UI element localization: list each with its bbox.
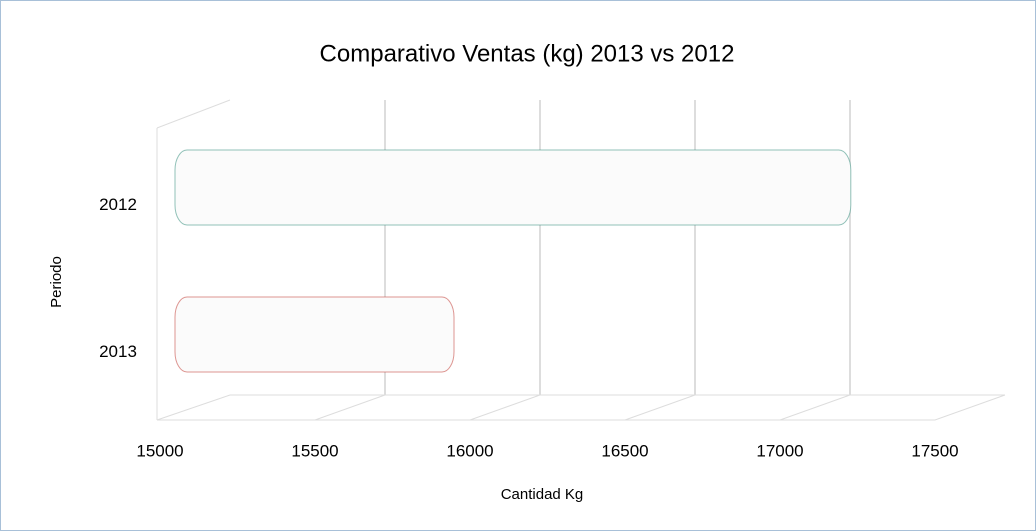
y-tick-label: 2012 <box>99 195 137 214</box>
x-tick-label: 16500 <box>601 441 648 460</box>
y-axis-label: Periodo <box>48 256 65 308</box>
floor-line <box>314 394 386 421</box>
x-tick-label: 15500 <box>291 441 338 460</box>
x-tick-label: 15000 <box>136 441 183 460</box>
floor-line <box>624 394 696 421</box>
x-tick-label: 17000 <box>756 441 803 460</box>
floor-line <box>469 394 541 421</box>
floor-line <box>779 394 851 421</box>
x-tick-label: 16000 <box>446 441 493 460</box>
floor-edge <box>157 394 1006 421</box>
chart-title: Comparativo Ventas (kg) 2013 vs 2012 <box>320 40 735 67</box>
bar <box>174 296 455 373</box>
x-axis-label: Cantidad Kg <box>501 486 584 503</box>
walls <box>156 99 1006 421</box>
floor-edge <box>156 394 1005 421</box>
bar <box>174 149 852 226</box>
x-tick-label: 17500 <box>911 441 958 460</box>
wall-edge <box>156 99 231 129</box>
y-tick-label: 2013 <box>99 342 137 361</box>
